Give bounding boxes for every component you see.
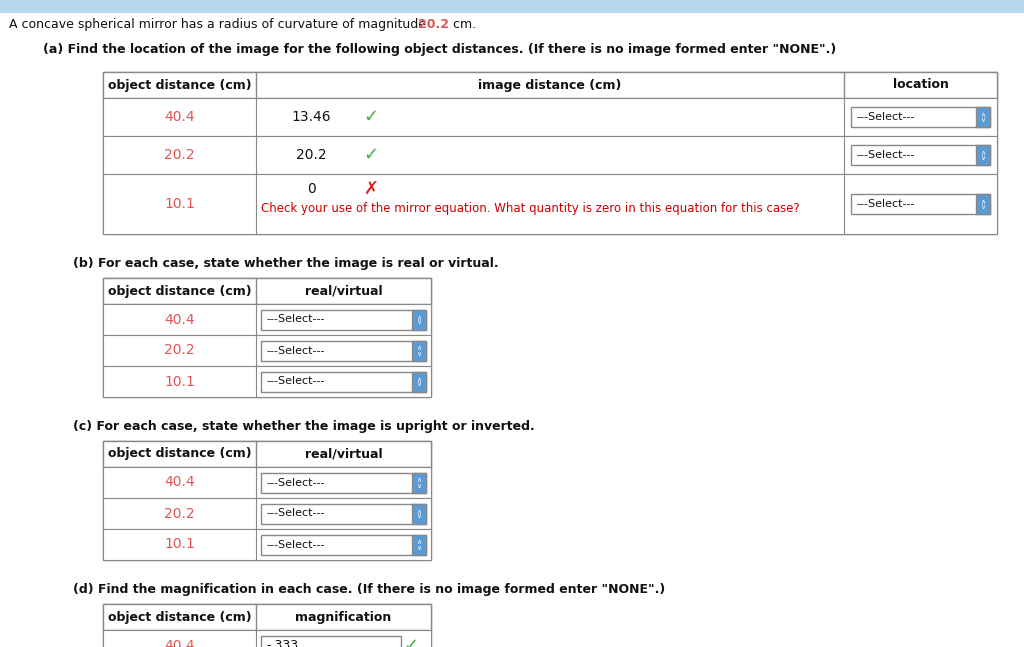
Text: ∨: ∨ — [980, 117, 985, 123]
Text: ∧: ∧ — [417, 509, 422, 514]
FancyBboxPatch shape — [851, 145, 990, 165]
FancyBboxPatch shape — [976, 145, 990, 165]
Text: ∨: ∨ — [417, 483, 422, 488]
Text: 20.2: 20.2 — [164, 148, 195, 162]
FancyBboxPatch shape — [103, 278, 431, 304]
Text: ∧: ∧ — [980, 199, 985, 205]
Text: ---Select---: ---Select--- — [856, 199, 914, 209]
Text: 10.1: 10.1 — [164, 197, 195, 211]
Text: 40.4: 40.4 — [164, 110, 195, 124]
Text: image distance (cm): image distance (cm) — [478, 78, 622, 91]
Text: (a) Find the location of the image for the following object distances. (If there: (a) Find the location of the image for t… — [43, 43, 837, 56]
Text: ✓: ✓ — [364, 108, 379, 126]
FancyBboxPatch shape — [0, 0, 1024, 13]
Text: ---Select---: ---Select--- — [266, 314, 325, 325]
FancyBboxPatch shape — [412, 472, 426, 492]
Text: ∨: ∨ — [417, 382, 422, 388]
Text: ∧: ∧ — [417, 477, 422, 483]
FancyBboxPatch shape — [103, 278, 431, 397]
Text: object distance (cm): object distance (cm) — [108, 285, 251, 298]
Text: ---Select---: ---Select--- — [266, 477, 325, 487]
Text: ∨: ∨ — [980, 204, 985, 210]
Text: location: location — [893, 78, 948, 91]
Text: 40.4: 40.4 — [164, 476, 195, 490]
Text: A concave spherical mirror has a radius of curvature of magnitude: A concave spherical mirror has a radius … — [9, 18, 430, 31]
Text: object distance (cm): object distance (cm) — [108, 448, 251, 461]
Text: 20.2: 20.2 — [164, 507, 195, 520]
FancyBboxPatch shape — [851, 194, 990, 214]
Text: ---Select---: ---Select--- — [856, 150, 914, 160]
Text: 20.2: 20.2 — [164, 344, 195, 358]
Text: 10.1: 10.1 — [164, 538, 195, 551]
FancyBboxPatch shape — [103, 467, 431, 498]
Text: real/virtual: real/virtual — [305, 285, 382, 298]
FancyBboxPatch shape — [412, 371, 426, 391]
Text: ∨: ∨ — [980, 155, 985, 161]
Text: ∧: ∧ — [417, 345, 422, 351]
Text: (c) For each case, state whether the image is upright or inverted.: (c) For each case, state whether the ima… — [73, 420, 535, 433]
Text: (d) Find the magnification in each case. (If there is no image formed enter "NON: (d) Find the magnification in each case.… — [73, 583, 666, 596]
Text: Check your use of the mirror equation. What quantity is zero in this equation fo: Check your use of the mirror equation. W… — [261, 203, 800, 215]
FancyBboxPatch shape — [261, 503, 426, 523]
Text: 0: 0 — [306, 182, 315, 196]
Text: ---Select---: ---Select--- — [266, 377, 325, 386]
Text: 40.4: 40.4 — [164, 313, 195, 327]
FancyBboxPatch shape — [261, 309, 426, 329]
FancyBboxPatch shape — [103, 366, 431, 397]
Text: ∨: ∨ — [417, 320, 422, 325]
Text: real/virtual: real/virtual — [305, 448, 382, 461]
Text: 20.2: 20.2 — [418, 18, 449, 31]
Text: ✓: ✓ — [364, 146, 379, 164]
Text: ---Select---: ---Select--- — [856, 112, 914, 122]
Text: object distance (cm): object distance (cm) — [108, 611, 251, 624]
Text: ∧: ∧ — [980, 150, 985, 156]
FancyBboxPatch shape — [103, 441, 431, 467]
Text: ∧: ∧ — [417, 540, 422, 545]
Text: cm.: cm. — [449, 18, 475, 31]
FancyBboxPatch shape — [103, 304, 431, 335]
Text: ∨: ∨ — [417, 514, 422, 520]
FancyBboxPatch shape — [261, 635, 401, 647]
FancyBboxPatch shape — [412, 534, 426, 554]
Text: 20.2: 20.2 — [296, 148, 327, 162]
Text: 40.4: 40.4 — [164, 639, 195, 647]
Text: (b) For each case, state whether the image is real or virtual.: (b) For each case, state whether the ima… — [73, 257, 499, 270]
Text: ---Select---: ---Select--- — [266, 540, 325, 549]
Text: 13.46: 13.46 — [291, 110, 331, 124]
FancyBboxPatch shape — [103, 630, 431, 647]
FancyBboxPatch shape — [976, 194, 990, 214]
FancyBboxPatch shape — [261, 340, 426, 360]
Text: ∨: ∨ — [417, 351, 422, 356]
Text: ∧: ∧ — [980, 112, 985, 118]
FancyBboxPatch shape — [261, 371, 426, 391]
Text: ∧: ∧ — [417, 377, 422, 382]
Text: ∧: ∧ — [417, 314, 422, 320]
Text: ✗: ✗ — [364, 180, 379, 198]
FancyBboxPatch shape — [261, 472, 426, 492]
Text: object distance (cm): object distance (cm) — [108, 78, 251, 91]
FancyBboxPatch shape — [261, 534, 426, 554]
FancyBboxPatch shape — [103, 72, 997, 98]
FancyBboxPatch shape — [103, 174, 997, 234]
FancyBboxPatch shape — [412, 340, 426, 360]
Text: ✓: ✓ — [403, 637, 419, 647]
FancyBboxPatch shape — [412, 309, 426, 329]
Text: ∨: ∨ — [417, 545, 422, 551]
FancyBboxPatch shape — [103, 98, 997, 136]
FancyBboxPatch shape — [103, 604, 431, 647]
FancyBboxPatch shape — [103, 335, 431, 366]
Text: 10.1: 10.1 — [164, 375, 195, 388]
Text: magnification: magnification — [295, 611, 391, 624]
Text: -.333: -.333 — [266, 639, 298, 647]
FancyBboxPatch shape — [851, 107, 990, 127]
Text: ---Select---: ---Select--- — [266, 509, 325, 518]
FancyBboxPatch shape — [103, 604, 431, 630]
FancyBboxPatch shape — [103, 498, 431, 529]
FancyBboxPatch shape — [103, 72, 997, 234]
FancyBboxPatch shape — [103, 441, 431, 560]
FancyBboxPatch shape — [103, 136, 997, 174]
FancyBboxPatch shape — [103, 529, 431, 560]
Text: ---Select---: ---Select--- — [266, 345, 325, 355]
FancyBboxPatch shape — [412, 503, 426, 523]
